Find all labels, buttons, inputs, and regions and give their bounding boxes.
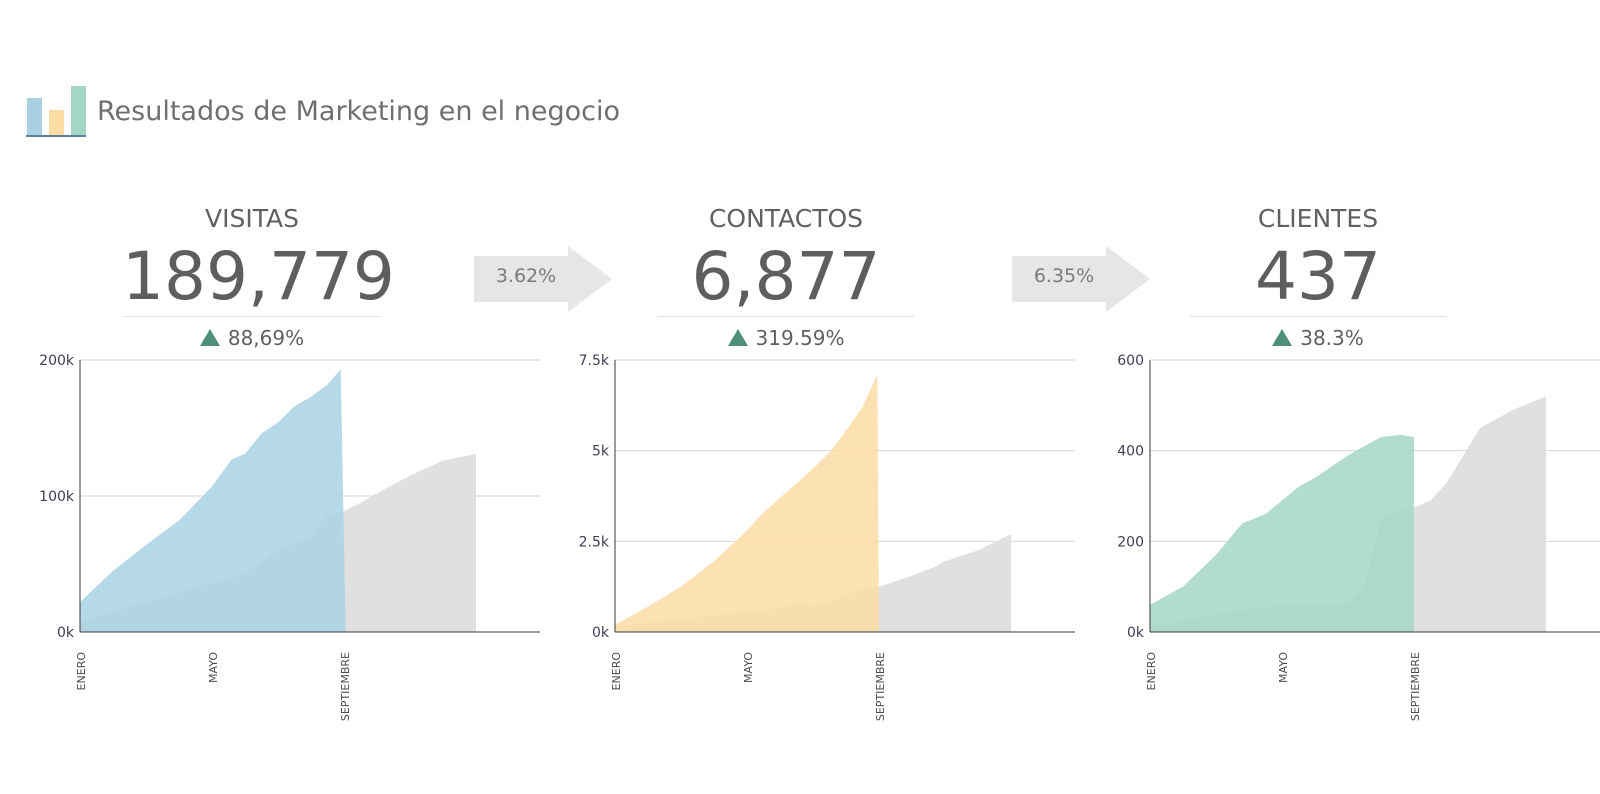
kpi-contactos-change-value: 319.59% (755, 326, 845, 350)
visitas-area-series-0 (80, 453, 476, 632)
clientes-area-series-1 (1150, 434, 1414, 632)
conversion-rate-visitas-contactos: 3.62% (495, 265, 557, 287)
kpi-contactos-value: 6,877 (691, 238, 881, 315)
kpi-clientes-change-value: 38.3% (1300, 326, 1364, 350)
clientes-y-tick-label: 400 (1117, 444, 1144, 460)
contactos-x-tick-label: ENERO (610, 652, 623, 691)
conversion-arrow-icon (474, 246, 612, 312)
contactos-area-series-1 (615, 374, 879, 632)
kpi-contactos-change: 319.59% (656, 326, 916, 350)
kpi-visitas-label: VISITAS (204, 204, 300, 233)
clientes-x-tick-label: ENERO (1145, 652, 1158, 691)
visitas-x-tick-label: MAYO (207, 652, 220, 683)
kpi-visitas-value: 189,779 (122, 238, 395, 315)
visitas-x-tick-label: SEPTIEMBRE (339, 652, 352, 721)
kpi-clientes-divider (1190, 316, 1446, 317)
visitas-area-chart: 0k 100k 200k ENERO MAYO SEPTIEMBRE (39, 353, 540, 721)
kpi-contactos-label: CONTACTOS (708, 204, 864, 233)
kpi-visitas-change: 88,69% (122, 326, 382, 350)
page-title: Resultados de Marketing en el negocio (97, 96, 621, 127)
visitas-area-series-1 (80, 369, 346, 632)
clientes-area-series-0 (1150, 396, 1546, 632)
conversion-arrow-icon (1012, 246, 1150, 312)
triangle-up-icon (1272, 329, 1293, 346)
bar-chart-logo-icon (26, 86, 86, 137)
contactos-y-tick-label: 2.5k (579, 534, 610, 550)
kpi-visitas-divider (124, 316, 380, 317)
triangle-up-icon (199, 329, 220, 346)
kpi-clientes-change: 38.3% (1188, 326, 1448, 350)
contactos-y-tick-label: 0k (592, 625, 610, 641)
visitas-y-tick-label: 200k (39, 353, 75, 369)
visitas-x-tick-label: ENERO (75, 652, 88, 691)
contactos-area-chart: 0k 2.5k 5k 7.5k ENERO MAYO SEPTIEMBRE (579, 353, 1075, 721)
clientes-area-chart: 0k 200 400 600 ENERO MAYO SEPTIEMBRE (1117, 353, 1600, 721)
contactos-x-tick-label: SEPTIEMBRE (874, 652, 887, 721)
contactos-y-tick-label: 5k (592, 444, 610, 460)
clientes-y-tick-label: 600 (1117, 353, 1144, 369)
visitas-y-tick-label: 0k (57, 625, 75, 641)
conversion-rate-contactos-clientes: 6.35% (1033, 265, 1095, 287)
kpi-clientes-label: CLIENTES (1257, 204, 1379, 233)
clientes-x-tick-label: MAYO (1277, 652, 1290, 683)
contactos-x-tick-label: MAYO (742, 652, 755, 683)
contactos-area-series-0 (615, 534, 1011, 632)
kpi-visitas-change-value: 88,69% (227, 326, 305, 350)
triangle-up-icon (727, 329, 748, 346)
kpi-clientes-value: 437 (1255, 238, 1381, 315)
kpi-contactos-divider (658, 316, 914, 317)
clientes-x-tick-label: SEPTIEMBRE (1409, 652, 1422, 721)
clientes-y-tick-label: 200 (1117, 534, 1144, 550)
contactos-y-tick-label: 7.5k (579, 353, 610, 369)
clientes-y-tick-label: 0k (1127, 625, 1145, 641)
visitas-y-tick-label: 100k (39, 489, 75, 505)
